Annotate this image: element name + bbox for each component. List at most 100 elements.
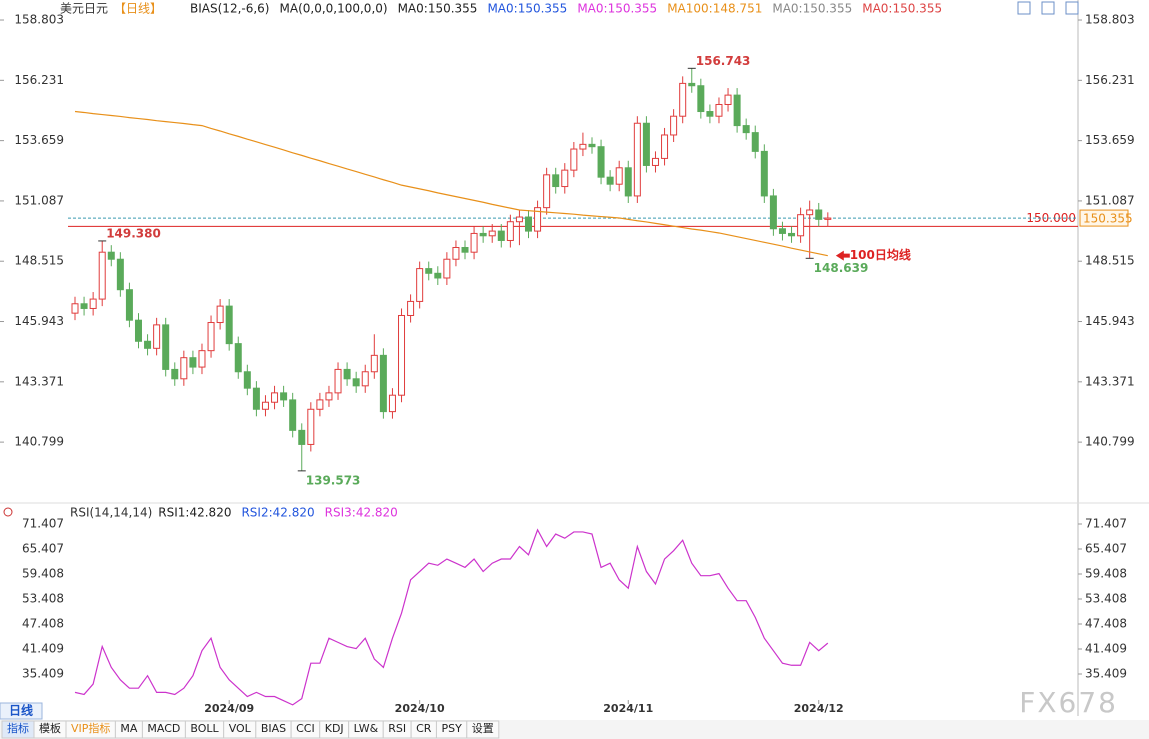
candle-body [107, 251, 115, 260]
candle-body [470, 232, 478, 253]
candle-body [661, 134, 669, 159]
tab-label: 指标 [7, 721, 29, 735]
y-tick-label-left: 65.407 [22, 542, 64, 556]
candle-body [751, 132, 759, 152]
y-tick-label-left: 151.087 [14, 193, 64, 207]
candle-body [443, 258, 451, 279]
toolbar-tab[interactable]: BIAS [255, 720, 292, 739]
x-tick-label: 2024/12 [794, 702, 844, 715]
legend-item: MA0:150.355 [487, 2, 567, 16]
candle-body [697, 85, 705, 113]
watermark: FX678 [1019, 686, 1118, 719]
candle-body [706, 111, 714, 117]
tab-label: CCI [296, 722, 315, 735]
legend-item: MA0:150.355 [398, 2, 478, 16]
low-label: 148.639 [814, 261, 869, 275]
toolbar-tab[interactable]: RSI [382, 720, 412, 739]
y-tick-label: 53.408 [1085, 591, 1127, 605]
y-tick-label: 41.409 [1085, 641, 1127, 655]
toolbar-tab[interactable]: CR [410, 720, 437, 739]
tab-label: VOL [229, 722, 252, 735]
candle-body [361, 371, 369, 387]
toolbar-tab[interactable]: 指标 [1, 720, 35, 739]
button[interactable] [1017, 1, 1031, 15]
candle-body [407, 300, 415, 316]
legend-item: MA(0,0,0,100,0,0) [280, 2, 388, 16]
y-tick-label-left: 143.371 [14, 374, 64, 388]
y-tick-label-left: 156.231 [14, 73, 64, 87]
toolbar-tab[interactable]: VIP指标 [65, 720, 116, 739]
ma100-line [74, 110, 828, 257]
candle-body [398, 314, 406, 396]
toolbar-tab[interactable]: KDJ [319, 720, 350, 739]
candle-body [624, 167, 632, 197]
ma-note: 100日均线 [850, 247, 911, 262]
candle-body [316, 399, 324, 410]
y-tick-label: 35.409 [1085, 666, 1127, 680]
candle-body [588, 143, 596, 148]
candle-body [724, 94, 732, 105]
candle-body [778, 228, 786, 234]
settings-icon[interactable] [3, 507, 13, 517]
candle-body [198, 350, 206, 368]
period-tab [0, 702, 43, 720]
toolbar-tab[interactable]: CCI [290, 720, 321, 739]
legend-item: RSI1:42.820 [158, 506, 231, 520]
candle-body [561, 169, 569, 188]
legend-item: BIAS(12,-6,6) [190, 2, 269, 16]
candle-body [552, 174, 560, 188]
legend-item: MA0:150.355 [577, 2, 657, 16]
toolbar-tab[interactable]: LW& [348, 720, 384, 739]
legend-item: MA0:150.355 [772, 2, 852, 16]
y-tick-label: 151.087 [1085, 193, 1135, 207]
toolbar-tab[interactable]: 设置 [466, 720, 500, 739]
y-tick-label: 145.943 [1085, 314, 1135, 328]
legend-item: RSI3:42.820 [325, 506, 398, 520]
y-tick-label: 71.407 [1085, 517, 1127, 531]
legend-item: MA100:148.751 [667, 2, 762, 16]
toolbar-tab[interactable]: PSY [435, 720, 468, 739]
candle-body [144, 340, 152, 349]
rsi-title: RSI(14,14,14) [70, 506, 152, 520]
candle-body [89, 298, 97, 309]
y-tick-label-left: 71.407 [22, 517, 64, 531]
candle-body [633, 122, 641, 197]
candle-body [162, 324, 170, 370]
y-tick-label-left: 53.408 [22, 591, 64, 605]
candle-body [334, 368, 342, 394]
candle-body [425, 268, 433, 274]
candle-body [506, 221, 514, 241]
y-tick-label-left: 145.943 [14, 314, 64, 328]
y-tick-label: 140.799 [1085, 435, 1135, 449]
toolbar-tab[interactable]: VOL [223, 720, 257, 739]
candle-body [534, 207, 542, 232]
tab-label: MACD [147, 722, 180, 735]
candle-body [797, 214, 805, 237]
toolbar-tab[interactable]: MACD [141, 720, 186, 739]
window-buttons[interactable] [1017, 1, 1079, 15]
y-tick-label: 153.659 [1085, 133, 1135, 147]
last-price-box [1079, 209, 1129, 227]
button[interactable] [1065, 1, 1079, 15]
y-tick-label: 143.371 [1085, 374, 1135, 388]
candle-body [742, 125, 750, 134]
toolbar-tab[interactable]: BOLL [184, 720, 225, 739]
tab-label: MA [120, 722, 137, 735]
candle-body [461, 247, 469, 253]
toolbar-tab[interactable]: 模板 [33, 720, 67, 739]
toolbar-tab[interactable]: MA [114, 720, 143, 739]
candle-body [615, 167, 623, 185]
candle-body [216, 305, 224, 324]
candle-body [543, 174, 551, 209]
candle-body [760, 150, 768, 197]
chart-title: 美元日元 [60, 2, 108, 16]
candle-body [452, 247, 460, 260]
candle-body [515, 216, 523, 223]
tab-label: PSY [441, 722, 462, 735]
y-tick-label-left: 47.408 [22, 617, 64, 631]
button[interactable] [1041, 1, 1055, 15]
candle-body [434, 272, 442, 279]
candle-body [189, 357, 197, 368]
